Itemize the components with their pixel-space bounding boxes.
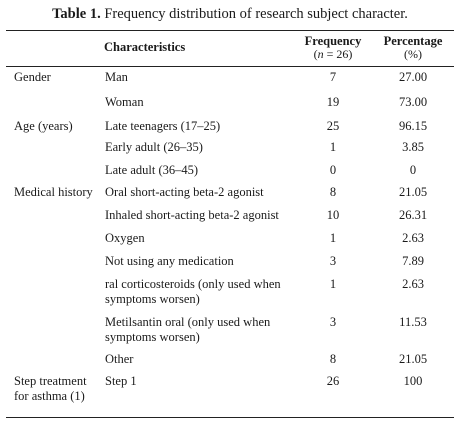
row-frequency: 8 — [329, 185, 337, 199]
row-percentage: 3.85 — [402, 140, 424, 154]
row-frequency: 3 — [329, 254, 337, 268]
table-bottom-rule — [6, 417, 454, 418]
row-characteristic: Woman — [105, 95, 144, 109]
column-header-percentage-label: Percentage — [383, 34, 443, 48]
row-frequency: 1 — [329, 140, 337, 154]
column-header-frequency: Frequency (n = 26) — [300, 35, 366, 61]
row-percentage: 2.63 — [402, 277, 424, 291]
row-characteristic: Oxygen — [105, 231, 145, 245]
row-frequency: 25 — [326, 119, 340, 133]
row-frequency: 1 — [329, 231, 337, 245]
row-percentage: 7.89 — [402, 254, 424, 268]
row-characteristic: Inhaled short-acting beta-2 agonist — [105, 208, 279, 222]
row-group: Age (years) — [14, 119, 73, 133]
column-header-frequency-sub: (n = 26) — [300, 48, 366, 61]
table-top-rule — [6, 30, 454, 31]
row-percentage: 0 — [409, 163, 417, 177]
row-frequency: 26 — [326, 374, 340, 388]
column-header-frequency-n: n — [317, 47, 324, 61]
row-percentage: 21.05 — [398, 352, 428, 366]
row-characteristic: Late adult (36–45) — [105, 163, 199, 177]
column-header-frequency-count: = 26) — [326, 47, 353, 61]
row-percentage: 100 — [403, 374, 423, 388]
row-characteristic: Step 1 — [105, 374, 137, 388]
row-percentage: 2.63 — [402, 231, 424, 245]
row-frequency: 8 — [329, 352, 337, 366]
row-characteristic: Metilsantin oral (only used when symptom… — [105, 315, 271, 344]
row-frequency: 3 — [329, 315, 337, 329]
column-header-percentage: Percentage (%) — [374, 35, 452, 61]
row-group: Medical history — [14, 185, 93, 199]
row-characteristic: Late teenagers (17–25) — [105, 119, 221, 133]
row-characteristic: Oral short-acting beta-2 agonist — [105, 185, 264, 199]
column-header-frequency-label: Frequency — [304, 34, 362, 48]
row-frequency: 7 — [329, 70, 337, 84]
row-characteristic: Other — [105, 352, 134, 366]
row-characteristic: ral corticosteroids (only used when symp… — [105, 277, 281, 306]
row-percentage: 96.15 — [398, 119, 428, 133]
table-caption-text: Frequency distribution of research subje… — [104, 6, 408, 22]
row-characteristic: Man — [105, 70, 128, 84]
row-frequency: 1 — [329, 277, 337, 291]
row-percentage: 11.53 — [399, 315, 427, 329]
column-header-characteristics: Characteristics — [104, 40, 186, 54]
row-frequency: 0 — [329, 163, 337, 177]
row-characteristic: Early adult (26–35) — [105, 140, 203, 154]
row-percentage: 27.00 — [398, 70, 428, 84]
row-characteristic: Not using any medication — [105, 254, 234, 268]
row-group: Gender — [14, 70, 51, 84]
row-group: Step treatment for asthma (1) — [14, 374, 87, 403]
row-percentage: 73.00 — [398, 95, 428, 109]
row-percentage: 26.31 — [398, 208, 428, 222]
row-percentage: 21.05 — [398, 185, 428, 199]
table-caption-label: Table 1. — [52, 6, 101, 22]
row-frequency: 10 — [326, 208, 340, 222]
table-caption: Table 1. Frequency distribution of resea… — [0, 4, 460, 24]
row-frequency: 19 — [326, 95, 340, 109]
table-header-rule — [6, 66, 454, 67]
column-header-percentage-sub: (%) — [404, 47, 422, 61]
column-header-frequency-open: ( — [313, 47, 318, 61]
